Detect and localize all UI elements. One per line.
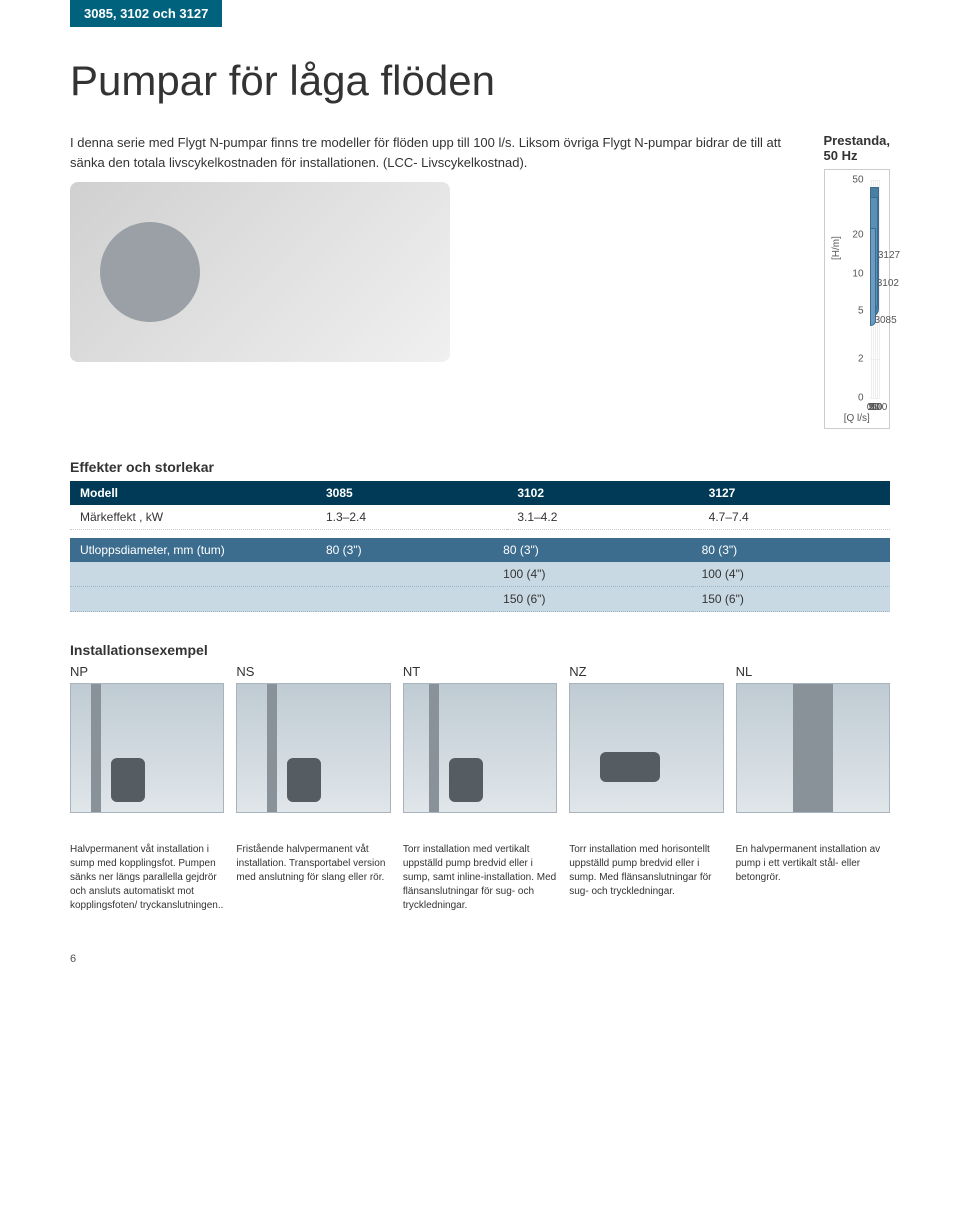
install-labels-row: NP NS NT NZ NL xyxy=(70,664,890,813)
header-range-bar: 3085, 3102 och 3127 xyxy=(70,0,222,27)
install-diagram-nz xyxy=(569,683,723,813)
install-diagram-nt xyxy=(403,683,557,813)
cell: Märkeffekt , kW xyxy=(70,505,316,530)
desc-np: Halvpermanent våt installation i sump me… xyxy=(70,843,224,913)
series-label: 3127 xyxy=(878,250,900,261)
install-col: NT xyxy=(403,664,557,813)
th: 80 (3") xyxy=(692,538,890,562)
x-tick: 100 xyxy=(871,398,888,413)
chart-column: Prestanda, 50 Hz [H/m] [Q l/s] 50 20 10 … xyxy=(824,133,890,429)
table-row: Märkeffekt , kW 1.3–2.4 3.1–4.2 4.7–7.4 xyxy=(70,505,890,530)
series-area-3085 xyxy=(870,228,876,326)
y-tick: 20 xyxy=(852,229,869,240)
series-label: 3102 xyxy=(877,278,899,289)
cell: 4.7–7.4 xyxy=(699,505,890,530)
table-row: 150 (6") 150 (6") xyxy=(70,587,890,612)
page-content: Pumpar för låga flöden I denna serie med… xyxy=(0,27,960,1005)
cell: 100 (4") xyxy=(692,562,890,587)
intro-column: I denna serie med Flygt N-pumpar finns t… xyxy=(70,133,794,429)
install-col: NL xyxy=(736,664,890,813)
cell xyxy=(316,562,493,587)
desc-nt: Torr installation med vertikalt uppställ… xyxy=(403,843,557,913)
th-3127: 3127 xyxy=(699,481,890,505)
intro-row: I denna serie med Flygt N-pumpar finns t… xyxy=(70,133,890,429)
y-tick: 2 xyxy=(858,353,870,364)
y-tick: 5 xyxy=(858,305,870,316)
th-3102: 3102 xyxy=(507,481,698,505)
th-outlet: Utloppsdiameter, mm (tum) xyxy=(70,538,316,562)
outlet-table: Utloppsdiameter, mm (tum) 80 (3") 80 (3"… xyxy=(70,538,890,612)
cell xyxy=(316,587,493,612)
install-col: NZ xyxy=(569,664,723,813)
install-label: NT xyxy=(403,664,557,679)
chart-title: Prestanda, 50 Hz xyxy=(824,133,890,163)
table-row: 100 (4") 100 (4") xyxy=(70,562,890,587)
descriptions-row: Halvpermanent våt installation i sump me… xyxy=(70,843,890,913)
th: 80 (3") xyxy=(493,538,691,562)
page-title: Pumpar för låga flöden xyxy=(70,57,890,105)
install-col: NP xyxy=(70,664,224,813)
y-tick: 50 xyxy=(852,175,869,186)
y-axis-label: [H/m] xyxy=(831,236,842,260)
series-label: 3085 xyxy=(874,315,896,326)
cell: 150 (6") xyxy=(493,587,691,612)
install-label: NS xyxy=(236,664,390,679)
th-model: Modell xyxy=(70,481,316,505)
page-number: 6 xyxy=(70,953,890,965)
install-col: NS xyxy=(236,664,390,813)
th: 80 (3") xyxy=(316,538,493,562)
cell: 150 (6") xyxy=(692,587,890,612)
desc-nz: Torr installation med horisontellt uppst… xyxy=(569,843,723,913)
x-axis-label: [Q l/s] xyxy=(844,413,870,424)
cell: 100 (4") xyxy=(493,562,691,587)
install-diagram-ns xyxy=(236,683,390,813)
cell xyxy=(70,562,316,587)
performance-chart: [H/m] [Q l/s] 50 20 10 5 2 0 xyxy=(824,169,890,429)
install-diagram-nl xyxy=(736,683,890,813)
intro-text: I denna serie med Flygt N-pumpar finns t… xyxy=(70,133,794,172)
y-tick: 10 xyxy=(852,268,869,279)
chart-plot-area: 50 20 10 5 2 0 0 5 10 xyxy=(870,180,879,398)
specs-table: Modell 3085 3102 3127 Märkeffekt , kW 1.… xyxy=(70,481,890,530)
install-label: NP xyxy=(70,664,224,679)
cell: 3.1–4.2 xyxy=(507,505,698,530)
table-section-title: Effekter och storlekar xyxy=(70,459,890,475)
install-section-title: Installationsexempel xyxy=(70,642,890,658)
desc-ns: Fristående halvpermanent våt installatio… xyxy=(236,843,390,913)
cell xyxy=(70,587,316,612)
install-label: NZ xyxy=(569,664,723,679)
desc-nl: En halvpermanent installation av pump i … xyxy=(736,843,890,913)
install-diagram-np xyxy=(70,683,224,813)
install-label: NL xyxy=(736,664,890,679)
cell: 1.3–2.4 xyxy=(316,505,507,530)
pump-product-image xyxy=(70,182,450,362)
th-3085: 3085 xyxy=(316,481,507,505)
